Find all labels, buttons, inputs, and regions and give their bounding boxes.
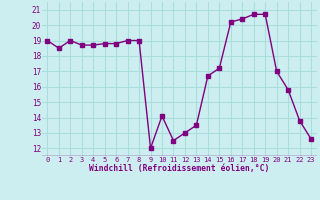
- X-axis label: Windchill (Refroidissement éolien,°C): Windchill (Refroidissement éolien,°C): [89, 164, 269, 173]
